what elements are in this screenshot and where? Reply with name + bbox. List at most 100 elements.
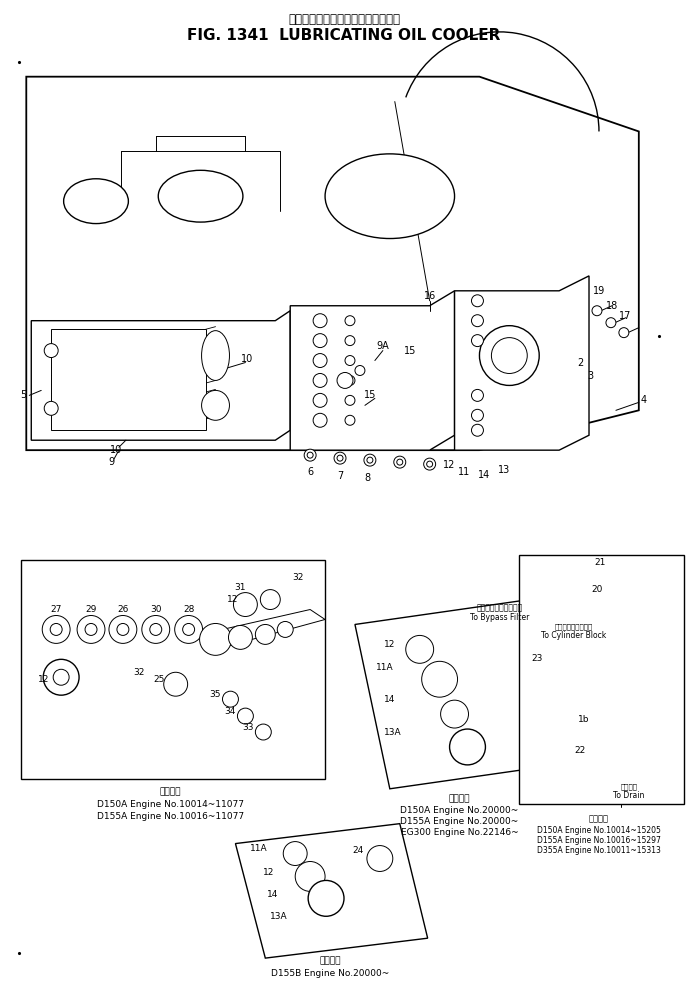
Polygon shape (236, 824, 428, 958)
Circle shape (592, 306, 602, 316)
Circle shape (606, 318, 616, 327)
Circle shape (43, 660, 79, 695)
Text: 23: 23 (531, 654, 543, 663)
Circle shape (406, 635, 433, 664)
Bar (595, 759, 625, 777)
Circle shape (367, 845, 393, 872)
Text: 11: 11 (458, 467, 471, 477)
Circle shape (491, 337, 527, 374)
Circle shape (223, 691, 238, 707)
Text: 14: 14 (478, 470, 491, 480)
Circle shape (345, 335, 355, 346)
Text: 30: 30 (150, 605, 161, 614)
Text: 2: 2 (577, 358, 583, 368)
Circle shape (308, 881, 344, 916)
Text: 適用番号: 適用番号 (449, 794, 471, 803)
Circle shape (394, 456, 406, 468)
Circle shape (183, 623, 194, 635)
Circle shape (44, 401, 58, 415)
Circle shape (256, 624, 276, 645)
Text: 10: 10 (110, 445, 122, 455)
Text: 32: 32 (293, 573, 304, 582)
Circle shape (337, 455, 343, 461)
Polygon shape (31, 311, 290, 440)
Circle shape (277, 621, 294, 637)
Text: 12: 12 (37, 674, 49, 684)
Text: 12: 12 (263, 868, 274, 877)
Circle shape (471, 334, 484, 347)
Circle shape (471, 425, 484, 436)
Text: 32: 32 (133, 667, 145, 676)
Text: 7: 7 (337, 471, 343, 481)
Circle shape (544, 665, 554, 674)
Ellipse shape (325, 154, 455, 239)
Circle shape (471, 315, 484, 326)
Text: D150A Engine No.10014~11077: D150A Engine No.10014~11077 (97, 800, 244, 809)
Text: 適用番号: 適用番号 (589, 814, 609, 823)
Circle shape (283, 841, 307, 865)
Polygon shape (200, 609, 325, 650)
Text: 12: 12 (444, 460, 455, 470)
Text: 11A: 11A (376, 663, 393, 671)
Circle shape (200, 623, 232, 656)
Text: EG300 Engine No.22146~: EG300 Engine No.22146~ (401, 828, 518, 838)
Text: 14: 14 (384, 695, 395, 704)
Text: 4: 4 (641, 395, 647, 405)
Bar (520, 554, 683, 804)
Circle shape (345, 356, 355, 366)
Text: 25: 25 (153, 674, 165, 684)
Circle shape (471, 409, 484, 422)
Text: ドレンへ: ドレンへ (620, 783, 637, 790)
Text: 18: 18 (606, 301, 618, 311)
Text: 5: 5 (20, 390, 26, 400)
Text: 16: 16 (424, 291, 435, 301)
Bar (545, 744, 567, 758)
Text: 31: 31 (235, 583, 246, 592)
Circle shape (364, 454, 376, 466)
Text: D150A Engine No.10014~15205: D150A Engine No.10014~15205 (537, 826, 661, 836)
Text: 適用番号: 適用番号 (319, 956, 341, 965)
Circle shape (164, 672, 187, 696)
Ellipse shape (63, 179, 128, 223)
Circle shape (313, 413, 327, 428)
Circle shape (304, 449, 316, 461)
Circle shape (260, 590, 280, 609)
Text: 9A: 9A (376, 340, 389, 351)
Circle shape (313, 333, 327, 348)
Text: 8: 8 (365, 473, 371, 483)
Text: D155A Engine No.20000~: D155A Engine No.20000~ (400, 817, 519, 826)
Text: ルーブリケーティングオイルクーラ: ルーブリケーティングオイルクーラ (288, 14, 400, 27)
Circle shape (426, 461, 433, 467)
Circle shape (313, 314, 327, 327)
Text: 12: 12 (384, 640, 395, 649)
Text: 12: 12 (227, 595, 238, 605)
Text: シリンダブロックへ: シリンダブロックへ (555, 623, 593, 630)
Text: 15: 15 (404, 346, 416, 356)
Circle shape (345, 376, 355, 385)
Text: 1b: 1b (578, 715, 590, 723)
Circle shape (471, 389, 484, 401)
Text: FIG. 1341  LUBRICATING OIL COOLER: FIG. 1341 LUBRICATING OIL COOLER (187, 29, 501, 43)
Polygon shape (355, 600, 564, 788)
Circle shape (345, 316, 355, 325)
Ellipse shape (158, 170, 243, 222)
Text: 20: 20 (591, 585, 603, 594)
Text: 34: 34 (225, 707, 236, 716)
Circle shape (313, 374, 327, 387)
Circle shape (619, 327, 629, 337)
Circle shape (345, 395, 355, 405)
Circle shape (562, 562, 576, 577)
Circle shape (256, 724, 271, 740)
Text: 21: 21 (595, 558, 606, 567)
Circle shape (397, 459, 403, 465)
Text: 28: 28 (183, 605, 194, 614)
Text: 15: 15 (364, 390, 376, 400)
Text: D155B Engine No.20000~: D155B Engine No.20000~ (271, 968, 389, 977)
Ellipse shape (202, 330, 229, 380)
Text: 6: 6 (307, 467, 313, 477)
Circle shape (142, 615, 169, 644)
Circle shape (109, 615, 137, 644)
Text: D150A Engine No.20000~: D150A Engine No.20000~ (400, 806, 519, 815)
Polygon shape (26, 77, 639, 450)
Circle shape (345, 415, 355, 426)
